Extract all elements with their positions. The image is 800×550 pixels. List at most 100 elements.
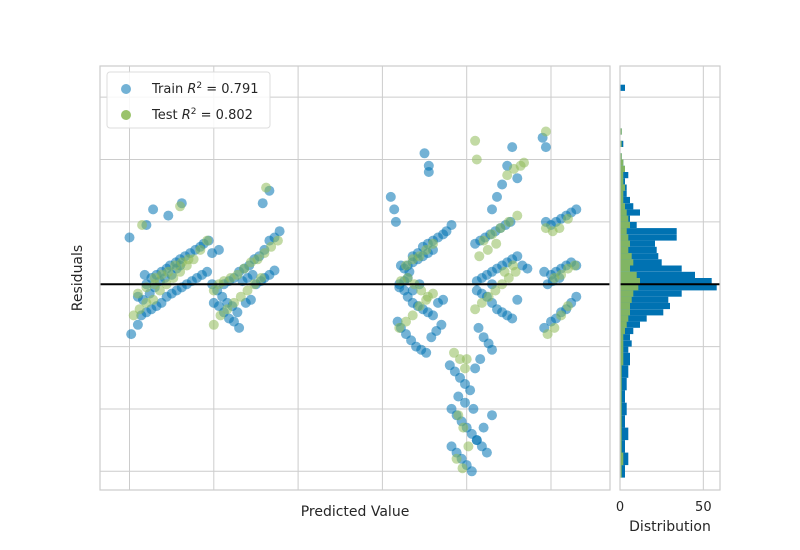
histogram-axes-frame — [619, 65, 721, 491]
histogram-train-bar — [620, 265, 682, 272]
y-axis-label: Residuals — [70, 245, 86, 311]
train-point — [232, 307, 243, 318]
histogram-train-bar — [620, 346, 629, 353]
train-point — [132, 319, 143, 330]
x-axis-label: Predicted Value — [301, 504, 410, 520]
histogram-test-bar — [620, 309, 630, 316]
histogram-test-bar — [620, 240, 630, 247]
histogram-test-bar — [620, 302, 630, 310]
train-point — [269, 265, 280, 276]
train-point — [428, 310, 438, 321]
histogram-train-bar — [620, 352, 630, 366]
histogram-test-bar — [620, 315, 629, 322]
test-point — [215, 310, 226, 321]
histogram-train-bar — [620, 296, 669, 303]
test-point — [482, 244, 493, 255]
test-point — [470, 135, 481, 146]
histogram-train-bar — [620, 172, 629, 179]
train-point — [473, 322, 484, 333]
test-point — [562, 301, 573, 312]
train-point — [148, 204, 159, 215]
histogram-test-bar — [620, 340, 624, 347]
histogram-train-bar — [620, 377, 627, 391]
test-point — [401, 260, 411, 271]
histogram-test-bar — [620, 196, 624, 204]
histogram-train-bar — [620, 452, 629, 466]
histogram-test-bar — [620, 290, 634, 297]
histogram-train-bar — [620, 284, 717, 291]
legend-test-exp: 2 — [191, 107, 197, 117]
test-point — [554, 223, 565, 234]
test-point — [148, 294, 159, 305]
legend-train-marker — [121, 84, 131, 94]
test-point — [202, 235, 213, 246]
histogram-train-bar — [620, 402, 627, 416]
test-point — [508, 260, 519, 271]
legend: Train R2 = 0.791 Test R2 = 0.802 — [106, 71, 271, 129]
test-point — [483, 291, 494, 302]
legend-train-prefix: Train — [151, 82, 187, 97]
train-point — [540, 142, 551, 153]
train-point — [487, 204, 497, 215]
histogram-train-bar — [620, 390, 625, 403]
legend-test-r: R — [182, 108, 191, 123]
test-point — [461, 354, 472, 365]
test-point — [402, 273, 413, 283]
histogram-test-bar — [620, 253, 632, 260]
histogram-train-bar — [620, 315, 647, 322]
histogram-test-bar — [620, 246, 629, 253]
histogram-train-bar — [620, 321, 640, 328]
test-point — [556, 269, 567, 280]
train-point — [446, 220, 457, 230]
test-point — [208, 319, 219, 330]
histogram-test-bar — [620, 228, 627, 235]
histogram-train-bar — [620, 427, 629, 441]
histogram-test-bar — [620, 321, 627, 328]
test-point — [540, 126, 551, 137]
histogram-test-bar — [620, 427, 622, 441]
histogram-test-bar — [620, 128, 622, 135]
histogram-train-bar — [620, 228, 677, 235]
histogram-test-bar — [620, 415, 622, 428]
test-point — [491, 238, 502, 249]
test-point — [451, 453, 462, 464]
test-point — [259, 248, 270, 259]
train-point — [460, 397, 470, 408]
histogram-test-bar — [620, 465, 622, 478]
histogram-train-bar — [620, 309, 664, 316]
test-point — [463, 441, 474, 452]
test-point — [449, 347, 459, 358]
histogram-train-bar — [620, 190, 627, 197]
train-point — [487, 344, 497, 355]
test-point — [414, 251, 425, 262]
test-point — [229, 297, 239, 308]
train-point — [436, 319, 447, 330]
train-point — [470, 363, 481, 374]
test-point — [478, 235, 489, 246]
histogram-train-bar — [620, 209, 640, 216]
test-point — [128, 310, 139, 321]
test-point — [232, 269, 243, 280]
test-point — [422, 291, 433, 302]
train-point — [247, 269, 258, 280]
test-point — [195, 244, 206, 255]
train-point — [438, 294, 449, 305]
test-point — [416, 285, 427, 296]
train-point — [522, 263, 533, 274]
histogram-train-bar — [620, 340, 632, 347]
histogram-test-bar — [620, 377, 622, 391]
histogram-test-bar — [620, 346, 624, 353]
test-point — [261, 182, 272, 193]
test-point — [476, 297, 487, 308]
train-point — [245, 294, 256, 305]
train-point — [385, 191, 396, 202]
legend-train-label: Train R2 = 0.791 — [151, 81, 258, 97]
test-point — [490, 285, 501, 296]
histogram-test-bar — [620, 221, 630, 229]
main-axes-frame — [99, 65, 611, 491]
test-point — [175, 201, 186, 212]
test-point — [512, 210, 523, 221]
test-point — [132, 288, 143, 299]
test-point — [569, 260, 580, 271]
test-point — [460, 363, 470, 374]
